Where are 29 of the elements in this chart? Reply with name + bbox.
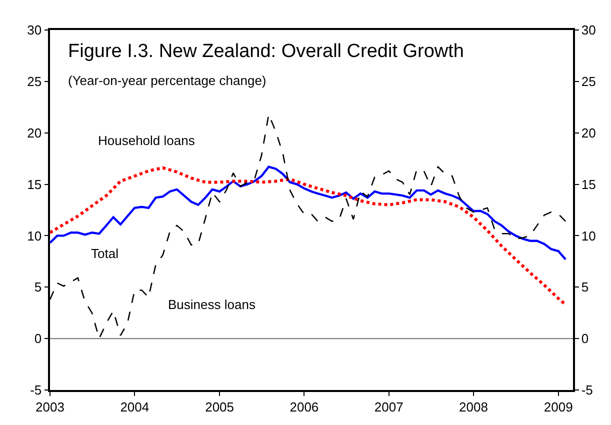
y-tick-label: 0 xyxy=(34,331,42,346)
series-label: Business loans xyxy=(168,297,256,312)
x-tick-label: 2003 xyxy=(36,399,64,414)
x-tick-label: 2009 xyxy=(544,399,573,414)
line-series xyxy=(50,166,567,260)
y2-tick-label: 5 xyxy=(581,280,589,295)
y-tick-label: 20 xyxy=(27,125,42,140)
y2-tick-label: 15 xyxy=(581,176,596,192)
y-tick-label: 30 xyxy=(27,22,42,38)
y2-tick-label: 25 xyxy=(581,74,596,89)
x-tick-label: 2008 xyxy=(459,399,488,414)
y-tick-label: 10 xyxy=(27,228,42,244)
y-tick-label: 25 xyxy=(27,74,42,89)
y2-tick-label: 20 xyxy=(581,125,596,140)
text: Household loans xyxy=(98,133,196,148)
y-tick-label: 15 xyxy=(27,176,42,192)
x-tick-label: 2006 xyxy=(290,399,319,414)
series-label: Total xyxy=(91,246,119,261)
y2-tick-label: 10 xyxy=(581,228,596,244)
y-tick-label: 5 xyxy=(34,280,42,295)
y2-tick-label: 30 xyxy=(581,22,596,38)
y2-tick-label: 0 xyxy=(581,331,589,346)
y2-tick-label: -5 xyxy=(581,382,593,398)
text: (Year-on-year percentage change) xyxy=(68,73,266,88)
x-tick-label: 2005 xyxy=(205,399,234,414)
text: Figure I.3. New Zealand: Overall Credit Growth xyxy=(68,41,464,62)
y-tick-label: -5 xyxy=(30,382,42,398)
x-tick-label: 2007 xyxy=(374,399,404,414)
x-tick-label: 2004 xyxy=(120,399,150,414)
